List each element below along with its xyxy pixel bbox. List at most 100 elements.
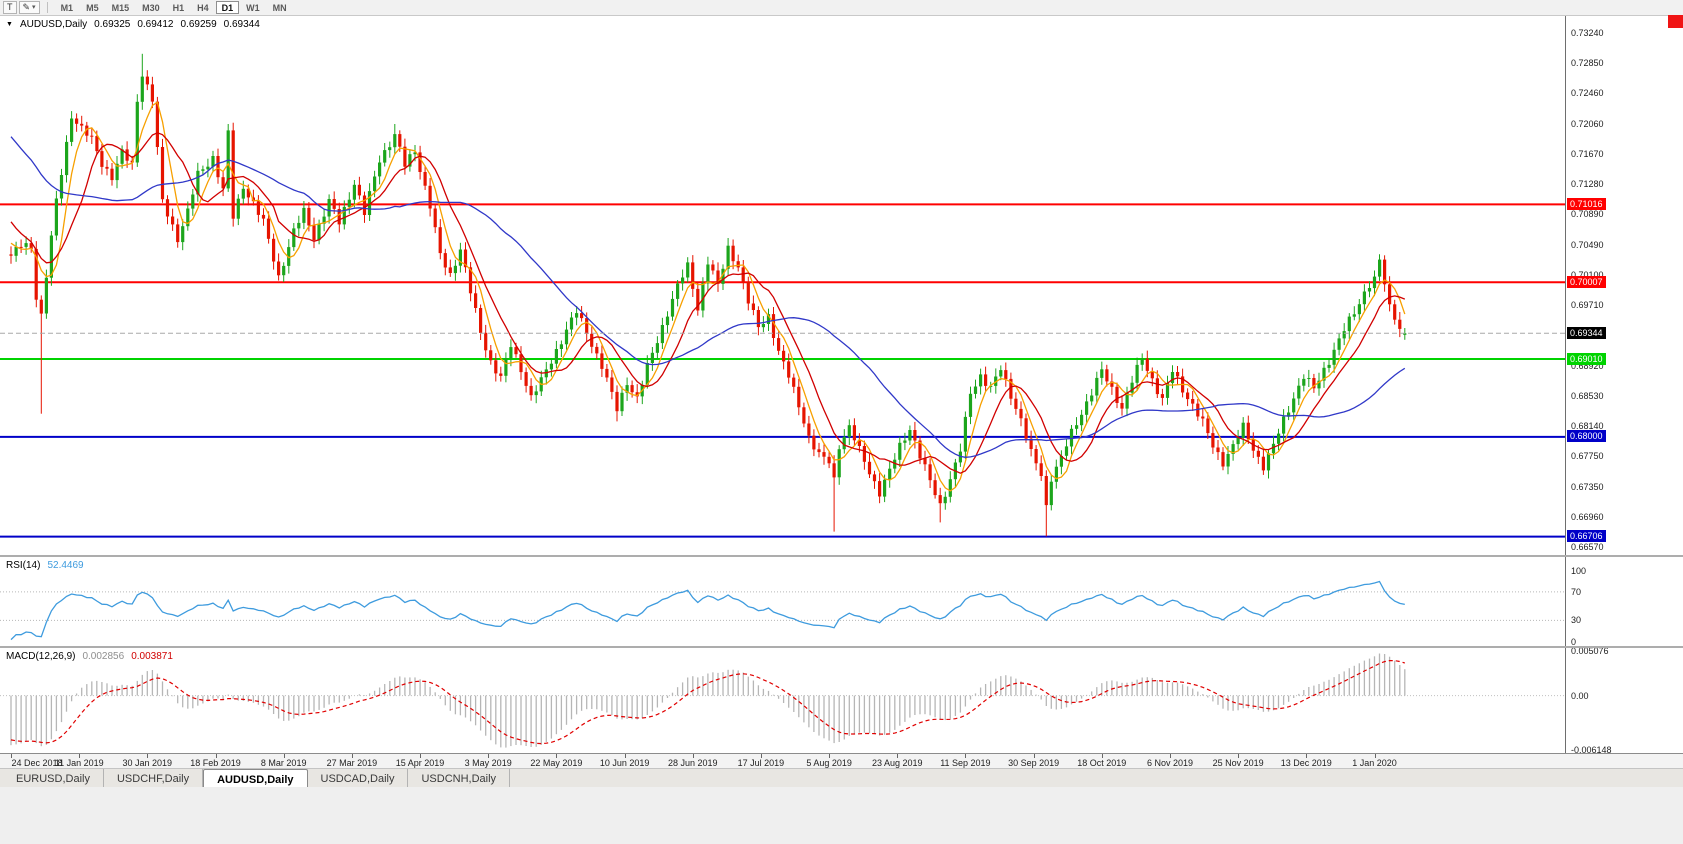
price-axis-label: 0.68530 [1571,391,1604,401]
time-tick [1101,754,1103,758]
timeframe-group: M1 M5 M15 M30 H1 H4 D1 W1 MN [55,1,293,14]
symbol-period-label: AUDUSD,Daily [19,19,88,30]
rsi-value: 52.4469 [47,560,84,571]
macd-panel[interactable]: MACD(12,26,9) 0.002856 0.003871 [0,648,1565,753]
candlestick-chart[interactable] [0,16,1565,555]
price-axis-label: 0.68140 [1571,421,1604,432]
time-tick [79,754,81,758]
timeframe-button-m30[interactable]: M30 [136,1,166,14]
date-label: 11 Jan 2019 [54,758,104,768]
price-axis-label: 0.67750 [1571,451,1604,462]
date-label: 3 May 2019 [464,758,512,768]
chart-tab-bar: EURUSD,Daily USDCHF,Daily AUDUSD,Daily USDC… [0,768,1683,787]
macd-signal-value: 0.003871 [131,651,173,662]
date-label: 10 Jun 2019 [599,758,650,768]
chart-title: ▼ AUDUSD,Daily 0.69325 0.69412 0.69259 0… [6,19,260,30]
time-tick [420,754,421,758]
level-price-badge[interactable]: 0.71016 [1567,197,1606,210]
pencil-icon: ✎ [22,2,31,12]
timeframe-button-m5[interactable]: M5 [80,1,105,14]
date-label: 5 Aug 2019 [806,758,852,768]
level-price-badge[interactable]: 0.70007 [1567,275,1606,288]
text-tool-button[interactable]: T [3,1,17,14]
macd-chart[interactable] [0,648,1565,753]
rsi-title: RSI(14) 52.4469 [6,560,84,571]
timeframe-button-m1[interactable]: M1 [55,1,80,14]
price-chart-panel[interactable]: ▼ AUDUSD,Daily 0.69325 0.69412 0.69259 0… [0,16,1565,555]
macd-histogram [10,653,1406,748]
macd-axis-label: -0.006148 [1571,744,1612,755]
macd-title: MACD(12,26,9) 0.002856 0.003871 [6,651,173,662]
rsi-chart[interactable] [0,557,1565,646]
price-axis-label: 0.73240 [1571,28,1604,39]
draw-tool-button[interactable]: ✎ ▾ [18,1,40,14]
ma-fast-line [10,101,1406,492]
toolbar: T ✎ ▾ M1 M5 M15 M30 H1 H4 D1 W1 MN [0,0,1683,16]
ma-slow-line [10,136,1406,458]
date-label: 25 Nov 2019 [1212,758,1264,768]
time-tick [556,754,558,758]
time-tick [1238,754,1240,758]
time-tick [624,754,626,758]
time-tick [283,754,285,758]
time-tick [829,754,831,758]
timeframe-button-m15[interactable]: M15 [106,1,136,14]
price-axis-label: 0.71280 [1571,179,1604,190]
ohlc-low: 0.69259 [180,19,217,30]
price-axis-label: 0.70100 [1571,270,1604,280]
panel-separator[interactable] [0,646,1683,648]
date-label: 18 Oct 2019 [1077,758,1127,768]
rsi-axis-label: 100 [1571,565,1587,576]
time-axis[interactable]: 24 Dec 2018 11 Jan 2019 30 Jan 2019 18 Feb … [0,753,1683,769]
date-label: 6 Nov 2019 [1146,758,1194,768]
date-label: 24 Dec 2018 [11,758,63,768]
timeframe-button-d1[interactable]: D1 [215,1,240,14]
level-price-badge[interactable]: 0.66706 [1567,530,1606,543]
time-tick [760,754,762,758]
date-label: 1 Jan 2020 [1352,758,1397,768]
date-label: 30 Sep 2019 [1008,758,1060,768]
panel-separator[interactable] [0,555,1683,557]
candles [9,53,1407,537]
chart-tab-eurusd[interactable]: EURUSD,Daily [3,769,104,787]
chart-tab-audusd[interactable]: AUDUSD,Daily [203,769,308,787]
chart-tab-usdchf[interactable]: USDCHF,Daily [104,769,204,787]
chart-tab-usdcad[interactable]: USDCAD,Daily [308,769,409,787]
macd-axis-label: 0.00 [1571,690,1589,701]
rsi-axis-label: 0 [1571,636,1577,647]
date-label: 23 Aug 2019 [872,758,923,768]
time-tick [11,754,12,758]
date-label: 27 Mar 2019 [326,758,378,768]
chart-tab-usdcnh[interactable]: USDCNH,Daily [408,769,511,787]
timeframe-button-mn[interactable]: MN [267,1,293,14]
timeframe-button-h4[interactable]: H4 [191,1,215,14]
rsi-axis-label: 30 [1571,615,1582,626]
collapse-arrow-icon[interactable]: ▼ [6,21,13,28]
date-label: 28 Jun 2019 [668,758,718,768]
macd-main-value: 0.002856 [82,651,125,662]
price-axis-label: 0.71670 [1571,149,1604,160]
chevron-down-icon: ▾ [32,4,36,11]
rsi-panel[interactable]: RSI(14) 52.4469 [0,557,1565,646]
date-label: 30 Jan 2019 [122,758,173,768]
timeframe-button-h1[interactable]: H1 [167,1,191,14]
date-label: 22 May 2019 [530,758,583,768]
window-background [0,787,1683,844]
time-tick [1306,754,1308,758]
time-tick [692,754,694,758]
timeframe-button-w1[interactable]: W1 [240,1,266,14]
toolbar-separator [46,2,48,13]
time-tick [1374,754,1376,758]
red-marker [1668,15,1683,28]
time-tick [965,754,967,758]
price-scale[interactable]: 0.73240 0.72850 0.72460 0.72060 0.71670 0.712… [1565,16,1683,755]
price-axis-label: 0.72850 [1571,58,1604,69]
rsi-axis-label: 70 [1571,586,1582,597]
price-axis-label: 0.66960 [1571,512,1604,522]
level-price-badge[interactable]: 0.69010 [1567,352,1606,365]
price-axis-label: 0.70890 [1571,209,1604,220]
date-label: 18 Feb 2019 [190,758,241,768]
level-price-badge[interactable]: 0.68000 [1567,430,1606,443]
price-axis-label: 0.68920 [1571,360,1604,371]
